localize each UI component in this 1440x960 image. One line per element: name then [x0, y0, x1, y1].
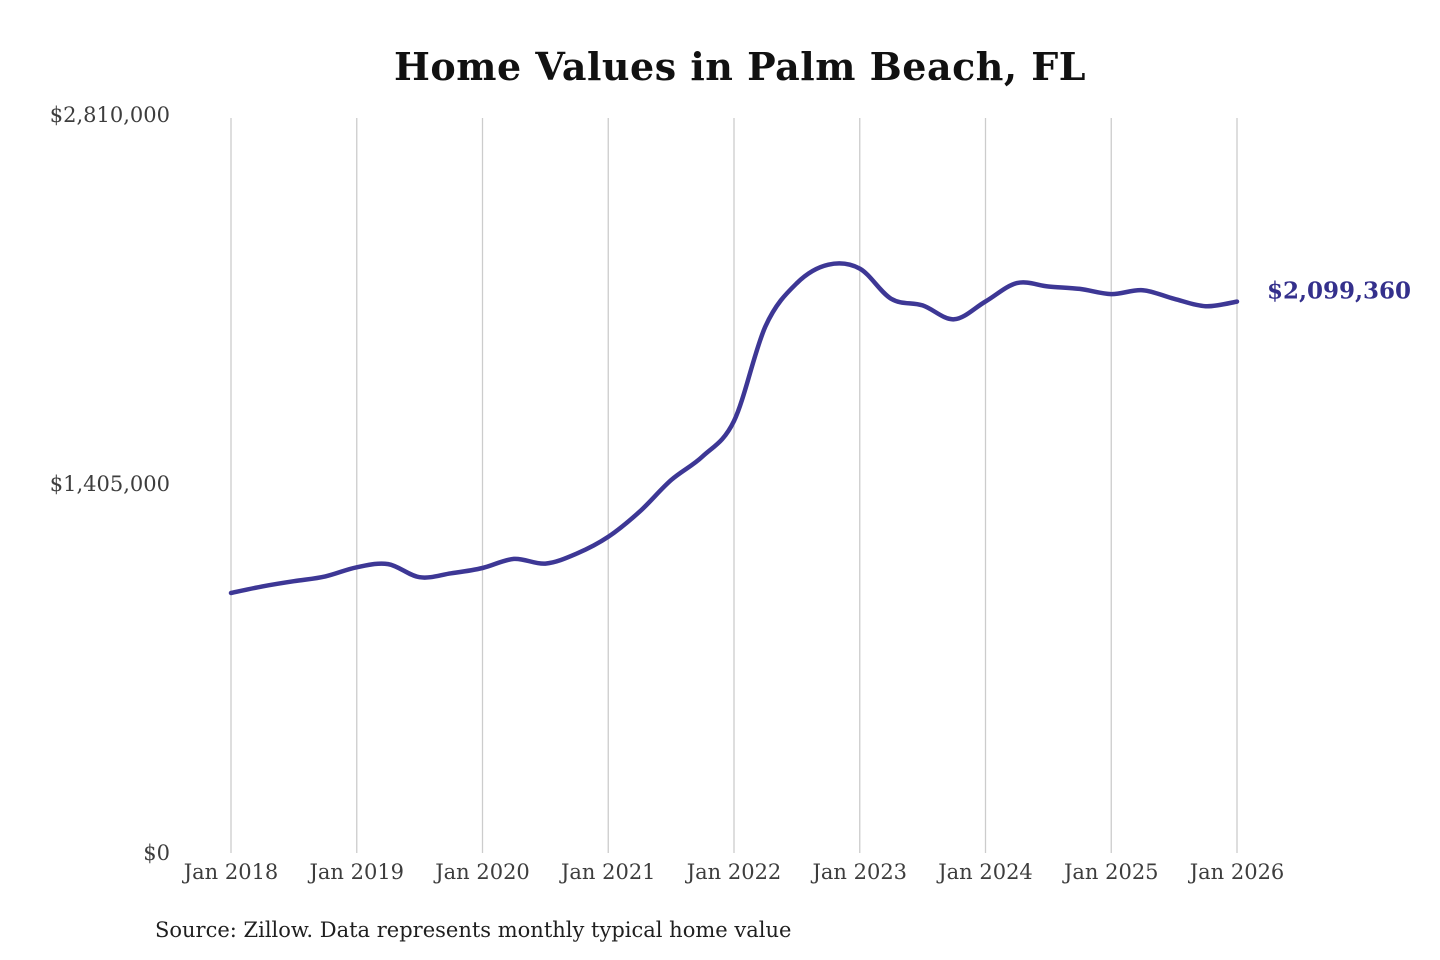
home-value-line	[228, 261, 1240, 596]
x-tick-label: Jan 2022	[686, 860, 782, 884]
chart-title: Home Values in Palm Beach, FL	[393, 44, 1087, 89]
x-tick-label: Jan 2023	[812, 860, 908, 884]
y-tick-label: $1,405,000	[49, 472, 170, 496]
x-tick-label: Jan 2025	[1063, 860, 1159, 884]
x-tick-label: Jan 2021	[560, 860, 656, 884]
source-note: Source: Zillow. Data represents monthly …	[155, 918, 792, 942]
y-tick-label: $0	[143, 841, 170, 865]
x-tick-label: Jan 2026	[1189, 860, 1285, 884]
y-tick-label: $2,810,000	[49, 103, 170, 127]
x-tick-label: Jan 2018	[183, 860, 279, 884]
x-tick-label: Jan 2020	[435, 860, 530, 884]
x-tick-label: Jan 2024	[938, 860, 1033, 884]
x-tick-label: Jan 2019	[309, 860, 405, 884]
current-value-label: $2,099,360	[1267, 277, 1412, 305]
